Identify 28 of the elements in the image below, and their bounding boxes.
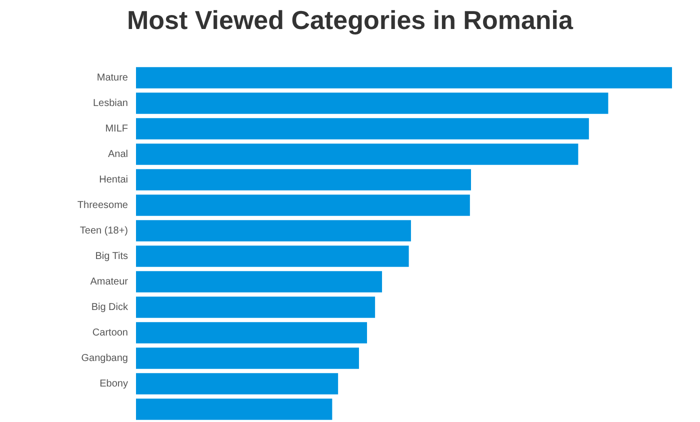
y-tick-label: Teen (18+) bbox=[80, 225, 128, 236]
bar bbox=[136, 271, 382, 292]
y-tick-label: Lesbian bbox=[92, 98, 128, 109]
bar bbox=[136, 296, 376, 318]
bar bbox=[136, 118, 589, 140]
bar bbox=[136, 348, 359, 369]
y-tick-label: Gangbang bbox=[81, 352, 128, 364]
bar bbox=[136, 220, 411, 242]
y-tick-label: Mature bbox=[96, 72, 128, 84]
y-tick-label: Anal bbox=[108, 148, 128, 160]
y-tick-label: Threesome bbox=[77, 200, 128, 211]
bar bbox=[136, 144, 578, 165]
bar bbox=[136, 169, 471, 190]
bar bbox=[136, 194, 470, 216]
y-tick-label: Cartoon bbox=[92, 327, 128, 338]
y-tick-label: Ebony bbox=[100, 378, 128, 390]
y-tick-label: Hentai bbox=[99, 174, 128, 186]
bar bbox=[136, 322, 368, 344]
y-tick-label: Big Tits bbox=[95, 250, 128, 262]
bar bbox=[136, 92, 608, 114]
bar bbox=[136, 67, 672, 88]
y-tick-label: MILF bbox=[105, 123, 128, 134]
bar bbox=[136, 246, 409, 267]
bar bbox=[136, 398, 332, 420]
bar bbox=[136, 373, 338, 394]
y-tick-label: Amateur bbox=[90, 276, 129, 288]
y-tick-label: Big Dick bbox=[91, 302, 129, 313]
chart-title: Most Viewed Categories in Romania bbox=[127, 5, 574, 35]
